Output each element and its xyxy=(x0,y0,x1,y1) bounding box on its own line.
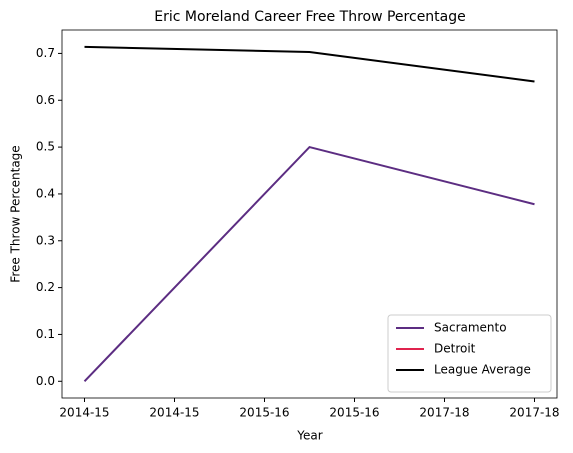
x-tick-label: 2014-15 xyxy=(149,406,199,420)
y-tick-label: 0.1 xyxy=(36,327,55,341)
series-line xyxy=(83,145,535,382)
series-line xyxy=(84,45,535,83)
y-tick-label: 0.6 xyxy=(36,93,55,107)
y-tick-label: 0.0 xyxy=(36,374,55,388)
y-tick-label: 0.3 xyxy=(36,233,55,247)
y-tick-label: 0.7 xyxy=(36,46,55,60)
x-tick-label: 2015-16 xyxy=(329,406,379,420)
x-tick-label: 2015-16 xyxy=(239,406,289,420)
y-tick-label: 0.5 xyxy=(36,140,55,154)
legend-label: Sacramento xyxy=(434,321,507,335)
legend-label: Detroit xyxy=(434,342,476,356)
y-axis-label: Free Throw Percentage xyxy=(9,145,23,282)
y-tick-label: 0.2 xyxy=(36,280,55,294)
legend-label: League Average xyxy=(434,363,531,377)
legend-box xyxy=(387,314,552,393)
chart-title: Eric Moreland Career Free Throw Percenta… xyxy=(154,9,466,25)
plot-frame xyxy=(61,29,558,399)
x-tick-label: 2017-18 xyxy=(509,406,559,420)
y-tick-label: 0.4 xyxy=(36,186,55,200)
x-axis-label: Year xyxy=(296,429,322,443)
x-tick-label: 2017-18 xyxy=(419,406,469,420)
x-tick-label: 2014-15 xyxy=(59,406,109,420)
